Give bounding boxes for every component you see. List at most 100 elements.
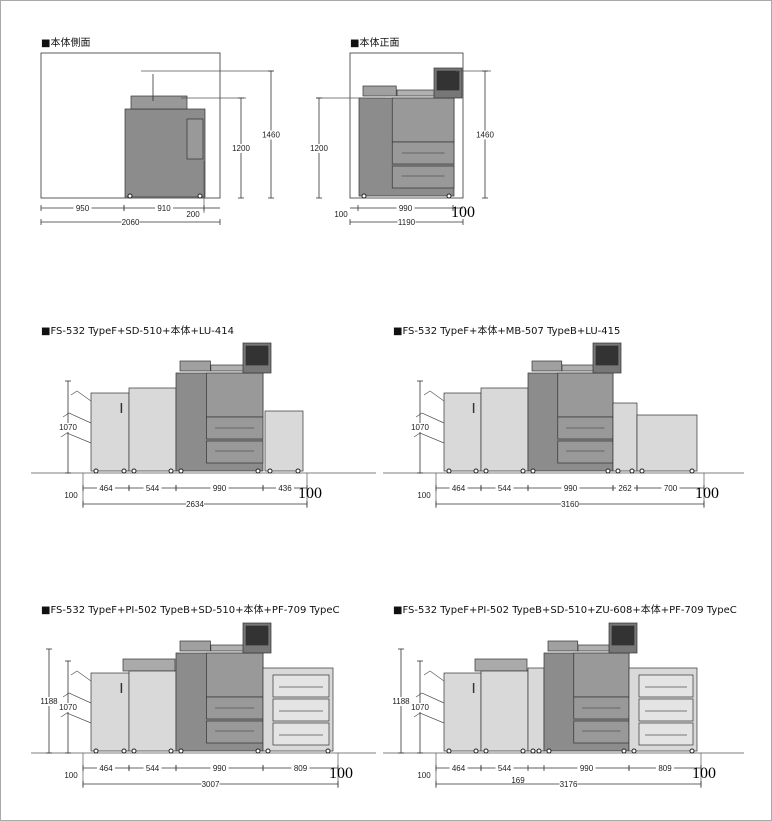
caster-icon (483, 468, 489, 474)
caster-icon (295, 468, 301, 474)
paper-feeder-drawer (272, 722, 330, 746)
monitor-screen (436, 70, 460, 91)
side-width-910: 910 (157, 204, 171, 213)
post-inserter (122, 658, 176, 672)
caster-icon (689, 748, 695, 754)
output-tray (70, 670, 92, 682)
config-height-max-bg (39, 697, 59, 706)
side-view-top (130, 95, 188, 110)
paper-feeder-drawer (272, 674, 330, 698)
segment-width: 464 (452, 484, 466, 493)
segment-width: 436 (278, 484, 292, 493)
monitor-screen (245, 345, 269, 366)
segment-width-bg (276, 484, 294, 492)
caster-icon (536, 748, 542, 754)
output-tray (413, 432, 445, 444)
caster-icon (255, 748, 261, 754)
output-tray (413, 712, 445, 724)
segment-width-bg (449, 484, 468, 492)
finisher (443, 392, 482, 472)
config-height: 1070 (411, 423, 429, 432)
config-height-max-bg (391, 697, 411, 706)
total-width: 3007 (202, 780, 220, 789)
caster-icon (127, 193, 133, 199)
caster-icon (93, 468, 99, 474)
caster-icon (615, 468, 621, 474)
caster-icon (530, 468, 536, 474)
front-margin-left: 100 (334, 210, 348, 219)
segment-width-bg (143, 484, 162, 492)
config-height-bg (410, 703, 430, 712)
main-body-upper (206, 372, 264, 418)
side-width-950-bg (73, 204, 92, 212)
margin-left: 100 (64, 771, 78, 780)
caster-icon (267, 468, 273, 474)
margin-right: 100 (695, 485, 719, 502)
caster-icon (446, 468, 452, 474)
side-width-910-bg (155, 204, 173, 212)
multi-bypass (612, 402, 638, 472)
paper-drawer (573, 720, 630, 744)
total-width-bg (186, 500, 204, 508)
side-view-title: ■本体側面 (41, 36, 90, 49)
total-width: 3176 (560, 780, 578, 789)
segment-width-bg (656, 764, 674, 772)
segment-width-bg (143, 764, 162, 772)
finisher (443, 672, 482, 752)
segment-width-bg (561, 484, 580, 492)
config-height: 1070 (59, 703, 77, 712)
side-height-1460: 1460 (262, 131, 280, 140)
large-capacity-unit (264, 410, 304, 472)
front-height-1460-bg (475, 130, 495, 140)
caster-icon (689, 468, 695, 474)
total-width: 3160 (561, 500, 579, 509)
segment-width: 262 (618, 484, 632, 493)
caster-icon (520, 748, 526, 754)
segment-width-bg (210, 764, 229, 772)
caster-icon (255, 468, 261, 474)
front-height-1200: 1200 (310, 144, 328, 153)
caster-icon (629, 468, 635, 474)
segment-width-bg (291, 764, 310, 772)
config-height-bg (58, 423, 78, 432)
caster-icon (121, 468, 127, 474)
margin-right: 100 (692, 765, 716, 782)
front-width-1190-bg (397, 218, 416, 226)
side-height-1200: 1200 (232, 144, 250, 153)
output-tray (62, 412, 92, 424)
segment-width-bg (495, 764, 514, 772)
margin-right: 100 (298, 485, 322, 502)
segment-width: 990 (213, 764, 227, 773)
output-tray (415, 692, 445, 704)
caster-icon (631, 748, 637, 754)
post-inserter (474, 658, 528, 672)
main-body-upper (206, 652, 264, 698)
caster-icon (546, 748, 552, 754)
front-view-frame (349, 52, 464, 199)
front-view-title: ■本体正面 (350, 36, 399, 49)
main-body-upper (557, 372, 614, 418)
document-feeder (179, 360, 211, 372)
output-tray (423, 670, 445, 682)
z-fold-unit (527, 667, 545, 752)
config-title: ■FS-532 TypeF+本体+MB-507 TypeB+LU-415 (393, 324, 620, 337)
segment-width: 464 (99, 484, 113, 493)
output-tray (423, 390, 445, 402)
side-height-1200-bg (231, 144, 251, 153)
config-height: 1070 (411, 703, 429, 712)
monitor-screen (595, 345, 619, 366)
segment-width: 990 (564, 484, 578, 493)
paper-drawer (206, 720, 264, 744)
caster-icon (446, 748, 452, 754)
front-height-1200-bg (309, 144, 329, 153)
segment-width-bg (449, 764, 468, 772)
document-feeder (531, 360, 563, 372)
main-body-upper (391, 97, 455, 143)
stacker-sd510 (128, 387, 177, 472)
finisher (90, 672, 130, 752)
paper-drawer (557, 440, 614, 464)
segment-width: 544 (498, 764, 512, 773)
paper-feeder-drawer (638, 698, 694, 722)
caster-icon (121, 748, 127, 754)
paper-feeder-drawer (638, 674, 694, 698)
